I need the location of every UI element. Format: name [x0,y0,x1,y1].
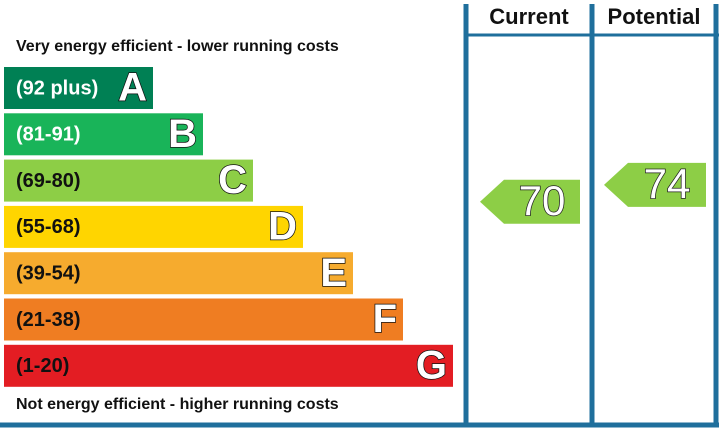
band-bar [4,298,403,341]
band-range: (69-80) [16,170,80,192]
band-letter: F [373,297,397,341]
current-header: Current [489,4,569,29]
current-arrow [480,179,580,224]
band-range: (39-54) [16,262,80,284]
bottom-note: Not energy efficient - higher running co… [16,396,339,413]
band-letter: E [320,251,347,295]
band-range: (21-38) [16,309,80,331]
band-bar [4,113,203,156]
band-bar [4,159,253,202]
potential-score: 74 [644,160,691,207]
band-bar [4,67,153,109]
band-range: (92 plus) [16,77,98,99]
band-letter: G [416,343,447,387]
potential-arrow [604,162,706,207]
band-bar [4,252,353,295]
band-letter: D [268,204,297,248]
band-bar [4,205,303,248]
band-letter: C [218,158,247,202]
band-letter: A [118,66,147,110]
band-range: (1-20) [16,355,69,377]
potential-header: Potential [608,4,701,29]
band-range: (81-91) [16,124,80,146]
current-score: 70 [519,177,566,224]
band-bar [4,344,453,387]
band-range: (55-68) [16,216,80,238]
top-note: Very energy efficient - lower running co… [16,38,339,55]
band-letter: B [168,112,197,156]
